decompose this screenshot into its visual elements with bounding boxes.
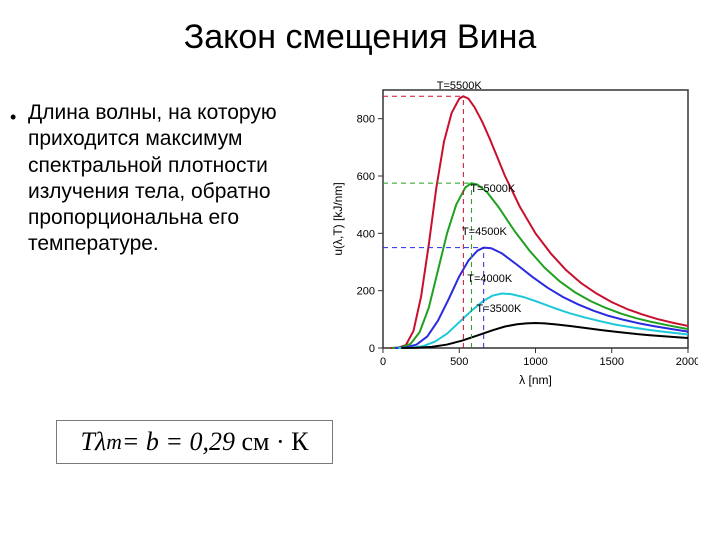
svg-text:1500: 1500 xyxy=(600,356,624,368)
svg-text:600: 600 xyxy=(357,171,375,183)
svg-text:T=4500K: T=4500K xyxy=(462,226,508,238)
bullet-block: • Длина волны, на которую приходится мак… xyxy=(28,100,308,258)
svg-text:T=5500K: T=5500K xyxy=(437,80,483,92)
svg-text:T=3500K: T=3500K xyxy=(476,303,522,315)
svg-text:800: 800 xyxy=(357,114,375,126)
svg-text:1000: 1000 xyxy=(523,356,547,368)
planck-chart: 0 500 1000 1500 2000 0 200 400 600 800 λ [nm] u(λ,T… xyxy=(328,80,698,390)
wien-formula: Tλm = b = 0,29 см · К xyxy=(56,420,333,464)
slide-title: Закон смещения Вина xyxy=(0,18,720,57)
svg-text:u(λ,T) [kJ/nm]: u(λ,T) [kJ/nm] xyxy=(331,182,345,255)
svg-text:0: 0 xyxy=(369,343,375,355)
svg-text:200: 200 xyxy=(357,286,375,298)
svg-text:500: 500 xyxy=(450,356,468,368)
bullet-dot: • xyxy=(10,106,16,129)
svg-text:λ [nm]: λ [nm] xyxy=(519,373,552,387)
bullet-text: Длина волны, на которую приходится макси… xyxy=(28,101,277,255)
svg-text:0: 0 xyxy=(380,356,386,368)
svg-text:T=4000K: T=4000K xyxy=(467,273,513,285)
svg-text:2000: 2000 xyxy=(676,356,698,368)
svg-text:T=5000K: T=5000K xyxy=(470,183,516,195)
svg-text:400: 400 xyxy=(357,228,375,240)
